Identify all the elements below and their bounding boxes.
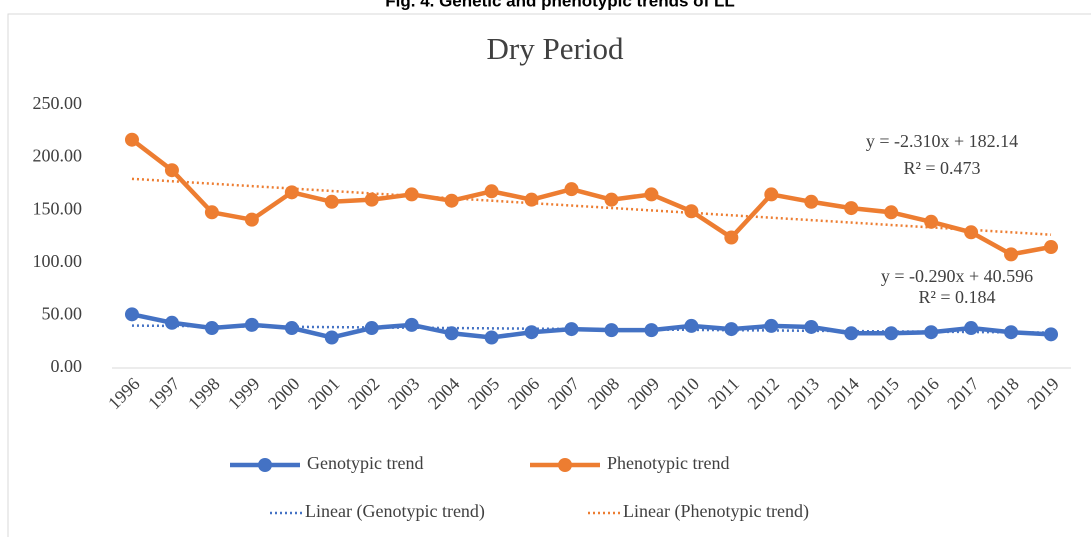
- x-tick-label: 2000: [264, 374, 304, 414]
- legend-marker: [558, 458, 572, 472]
- point: [364, 192, 379, 207]
- point: [1004, 247, 1019, 262]
- point: [564, 322, 579, 337]
- x-tick-label: 2002: [344, 374, 384, 414]
- point: [684, 318, 699, 333]
- y-tick-label: 200.00: [33, 146, 83, 166]
- x-tick-label: 2007: [544, 374, 584, 414]
- point: [284, 185, 299, 200]
- point: [804, 194, 819, 209]
- x-tick-label: 2015: [863, 374, 903, 414]
- x-tick-label: 2003: [384, 374, 424, 414]
- point: [884, 205, 899, 220]
- point: [844, 201, 859, 216]
- series-line: [130, 137, 1052, 257]
- point: [124, 307, 139, 322]
- point: [844, 326, 859, 341]
- x-tick-label: 2006: [504, 374, 544, 414]
- y-tick-label: 0.00: [51, 356, 83, 376]
- point: [724, 230, 739, 245]
- x-tick-label: 2005: [464, 374, 504, 414]
- point: [324, 194, 339, 209]
- x-tick-label: 2004: [424, 374, 464, 414]
- point: [444, 193, 459, 208]
- point: [884, 326, 899, 341]
- legend-marker: [258, 458, 272, 472]
- legend-label: Phenotypic trend: [607, 453, 729, 473]
- point: [764, 187, 779, 202]
- x-tick-label: 1998: [184, 374, 224, 414]
- x-tick-label: 2018: [983, 374, 1023, 414]
- x-tick-label: 1997: [144, 374, 184, 414]
- point: [204, 205, 219, 220]
- y-tick-label: 150.00: [33, 198, 83, 218]
- x-tick-label: 2009: [624, 374, 664, 414]
- x-tick-label: 1999: [224, 374, 264, 414]
- point: [524, 325, 539, 340]
- point: [484, 330, 499, 345]
- point: [244, 212, 259, 227]
- point: [644, 187, 659, 202]
- point: [964, 321, 979, 336]
- point: [604, 192, 619, 207]
- point: [404, 187, 419, 202]
- x-tick-label: 2017: [943, 374, 983, 414]
- point: [604, 323, 619, 338]
- legend-label: Linear (Phenotypic trend): [623, 501, 809, 522]
- point: [364, 321, 379, 336]
- point: [444, 326, 459, 341]
- trendline-r2: R² = 0.473: [903, 158, 980, 178]
- series-line: [131, 312, 1052, 340]
- x-tick-label: 2016: [903, 374, 943, 414]
- point: [564, 182, 579, 197]
- x-tick-label: 2010: [664, 374, 704, 414]
- legend-label: Linear (Genotypic trend): [305, 501, 485, 522]
- point: [804, 319, 819, 334]
- point: [404, 317, 419, 332]
- trendline-r2: R² = 0.184: [918, 287, 995, 307]
- x-tick-label: 2012: [743, 374, 783, 414]
- point: [1004, 325, 1019, 340]
- point: [924, 214, 939, 229]
- point: [164, 163, 179, 178]
- x-tick-label: 2008: [584, 374, 624, 414]
- trendline-equation: y = -0.290x + 40.596: [881, 266, 1033, 286]
- point: [964, 225, 979, 240]
- x-tick-label: 2001: [304, 374, 344, 414]
- point: [644, 323, 659, 338]
- y-tick-label: 250.00: [33, 93, 83, 113]
- point: [124, 132, 139, 147]
- chart-title: Dry Period: [487, 31, 624, 66]
- x-tick-label: 2013: [783, 374, 823, 414]
- point: [484, 184, 499, 199]
- point: [524, 192, 539, 207]
- x-tick-label: 2014: [823, 374, 863, 414]
- point: [164, 315, 179, 330]
- legend-label: Genotypic trend: [307, 453, 423, 473]
- point: [764, 318, 779, 333]
- y-tick-label: 50.00: [42, 304, 83, 324]
- x-tick-label: 1996: [104, 374, 144, 414]
- x-tick-label: 2011: [704, 374, 743, 413]
- point: [284, 321, 299, 336]
- figure-caption: Fig. 4. Genetic and phenotypic trends of…: [385, 0, 734, 10]
- y-tick-label: 100.00: [33, 251, 83, 271]
- x-tick-label: 2019: [1023, 374, 1063, 414]
- point: [204, 321, 219, 336]
- point: [924, 325, 939, 340]
- point: [684, 204, 699, 219]
- chart-frame: [7, 13, 1091, 537]
- point: [324, 330, 339, 345]
- point: [1044, 327, 1059, 342]
- point: [1044, 240, 1059, 255]
- trendline: [131, 177, 1052, 236]
- point: [724, 322, 739, 337]
- point: [244, 317, 259, 332]
- trendline-equation: y = -2.310x + 182.14: [866, 131, 1018, 151]
